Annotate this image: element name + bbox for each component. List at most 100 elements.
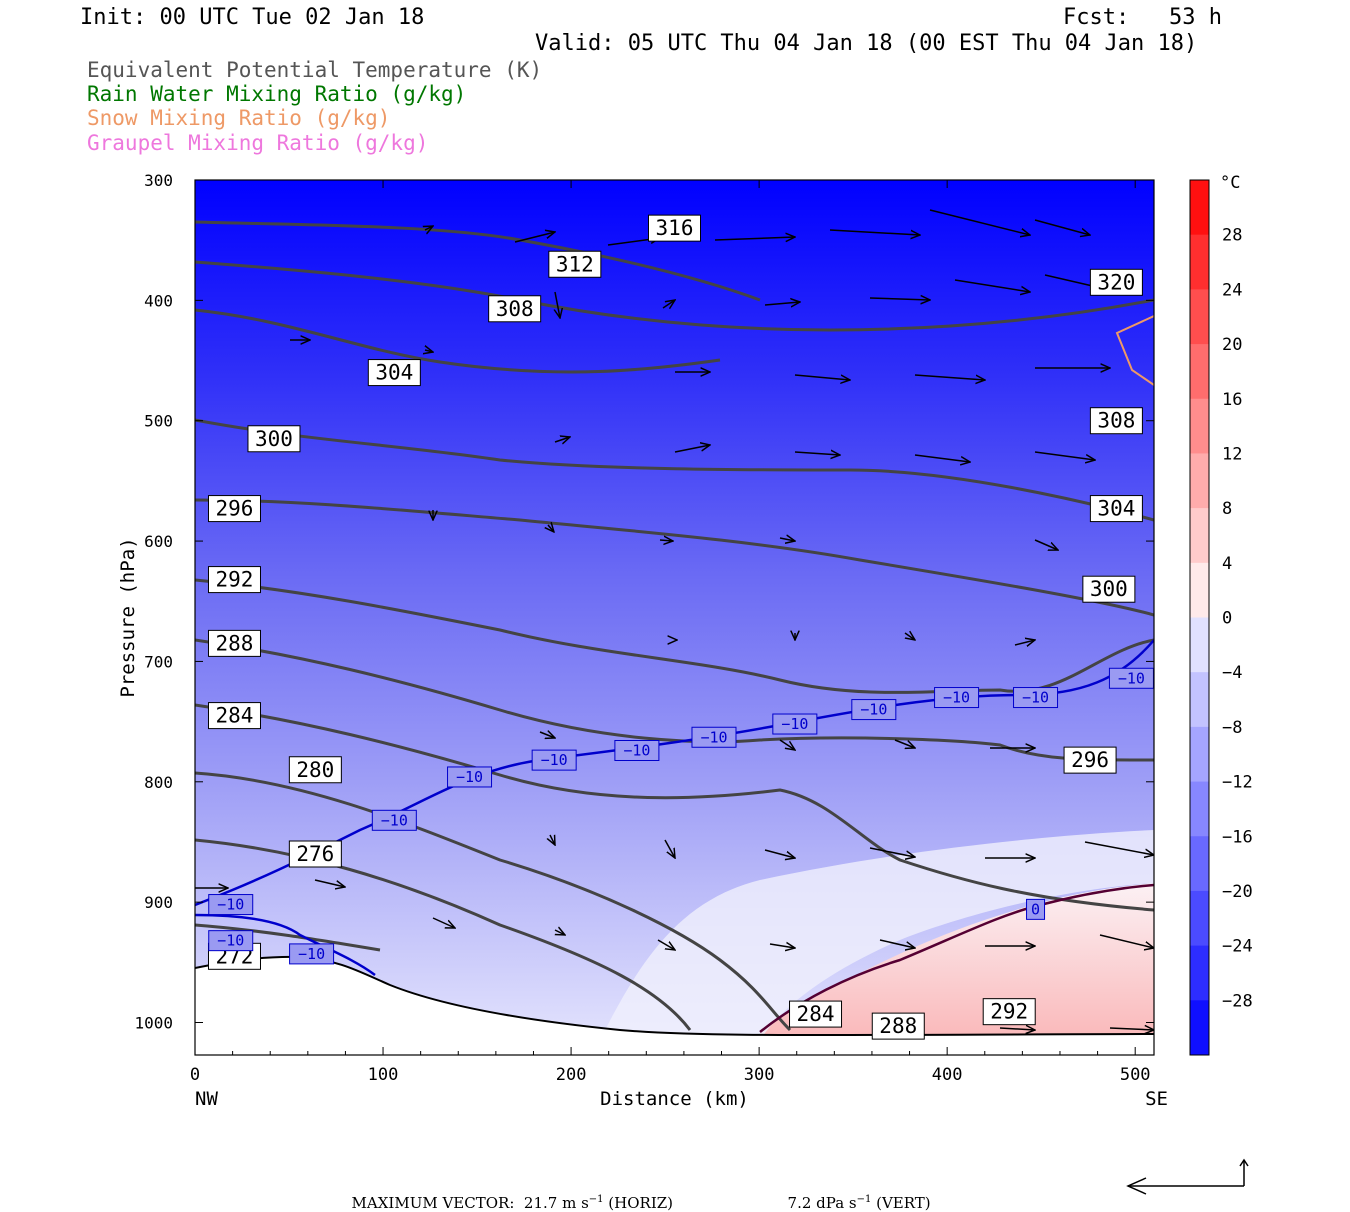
colorbar-tick-label: 16 [1222, 390, 1242, 410]
theta-e-line [195, 308, 721, 374]
wind-arrow [555, 291, 560, 318]
warm-region [760, 883, 1154, 1040]
theta-e-label: 308 [496, 297, 534, 321]
legend-rain: Rain Water Mixing Ratio (g/kg) [87, 82, 467, 106]
colorbar-tick-label: −28 [1222, 991, 1253, 1011]
theta-e-line [195, 703, 1154, 912]
theta-e-label: 300 [255, 427, 293, 451]
wind-arrow [1034, 539, 1058, 550]
x-tick-label: 300 [744, 1065, 775, 1085]
temp-label-box [1026, 898, 1046, 920]
colorbar-segment [1190, 398, 1209, 454]
colorbar-tick-label: 28 [1222, 226, 1242, 246]
theta-e-label: 292 [990, 1000, 1028, 1024]
temp-label: −10 [700, 728, 727, 746]
colorbar-segment [1190, 234, 1209, 290]
x-axis-label: Distance (km) [600, 1088, 749, 1110]
temp-label: −10 [298, 945, 325, 963]
theta-e-label: 316 [656, 216, 694, 240]
wind-arrow [894, 739, 915, 748]
max-vector-vert: 7.2 dPa s [787, 1194, 857, 1212]
theta-e-label-box [288, 756, 342, 784]
snow-contour [1115, 315, 1154, 386]
reference-vector-icon [1126, 1158, 1249, 1195]
theta-e-label: 320 [1097, 270, 1135, 294]
wind-arrow [1109, 1028, 1154, 1030]
temp-label-box [447, 766, 493, 788]
colorbar-segment [1190, 1000, 1209, 1056]
theta-e-label-box [1089, 495, 1143, 523]
temp-label: −10 [1022, 689, 1049, 707]
horiz-suffix: (HORIZ) [603, 1194, 674, 1212]
wind-arrow [514, 232, 555, 243]
colorbar-tick-label: 24 [1222, 280, 1242, 300]
theta-e-label-box [207, 629, 261, 657]
x-tick-label: 500 [1120, 1065, 1151, 1085]
theta-e-label: 284 [797, 1002, 835, 1026]
cross-section-plot: 3163123083043002962922882842802762723203… [117, 171, 1253, 1110]
colorbar-frame [1189, 179, 1210, 1056]
temp-label-box [851, 699, 897, 721]
wind-arrow [554, 437, 570, 442]
theta-e-label: 288 [879, 1014, 917, 1038]
temp-label-box [934, 687, 980, 709]
colorbar-tick-label: −24 [1222, 937, 1253, 957]
y-tick-label: 900 [144, 893, 173, 912]
theta-e-label: 304 [1097, 497, 1135, 521]
theta-e-label: 276 [296, 842, 334, 866]
x-tick-label: 100 [368, 1065, 399, 1085]
temp-label-box [208, 930, 254, 952]
colorbar-segment [1190, 672, 1209, 728]
wind-arrow [1034, 219, 1090, 235]
y-tick-label: 600 [144, 532, 173, 551]
temp-label-box [289, 943, 335, 965]
wind-arrow [550, 835, 555, 845]
wind-arrow [769, 944, 795, 948]
colorbar-segment [1190, 781, 1209, 837]
theta-e-label-box [207, 495, 261, 523]
wind-vectors [195, 209, 1154, 1030]
theta-e-label: 284 [216, 704, 254, 728]
wind-arrow [869, 847, 915, 857]
temp-label: −10 [217, 932, 244, 950]
theta-e-label-box [1082, 575, 1136, 603]
wind-arrow [1099, 934, 1154, 948]
wind-arrow [829, 229, 920, 235]
nw-label: NW [195, 1088, 218, 1110]
y-axis-label: Pressure (hPa) [117, 537, 139, 697]
wind-arrow [764, 849, 795, 858]
colorbar-segment [1190, 562, 1209, 618]
theta-e-label-box [207, 566, 261, 594]
colorbar-segment [1190, 508, 1209, 564]
theta-e-label: 312 [556, 252, 594, 276]
wind-arrow [659, 540, 673, 541]
wind-arrow [914, 454, 970, 462]
wind-arrow [879, 939, 915, 948]
max-vector-vert-note: 7.2 dPa s−1 (VERT) [778, 1176, 931, 1212]
wind-arrow [914, 374, 985, 380]
temp-label-box [772, 713, 818, 735]
theta-e-label: 296 [216, 497, 254, 521]
colorbar-segment [1190, 890, 1209, 947]
colorbar-tick-label: −20 [1222, 882, 1253, 902]
wind-arrow [764, 302, 800, 305]
wind-arrow [1014, 640, 1035, 645]
theta-e-line [195, 771, 792, 1032]
forecast-hour: Fcst: 53 h [1063, 5, 1222, 30]
plot-frame [194, 179, 1155, 1056]
wind-arrow [674, 445, 710, 453]
theta-e-label-box [488, 295, 542, 323]
colorbar-tick-label: 8 [1222, 499, 1232, 519]
temp-label: −10 [943, 689, 970, 707]
colorbar-segment [1190, 453, 1209, 509]
temp-label-box [614, 739, 660, 761]
colorbar-tick-label: 4 [1222, 554, 1232, 574]
temp-label: −10 [623, 741, 650, 759]
colorbar-segment [1190, 726, 1209, 783]
theta-e-label-box [1063, 746, 1117, 774]
y-tick-label: 400 [144, 291, 173, 310]
theta-e-line [195, 498, 1154, 617]
temp-label-box [208, 894, 254, 916]
temp-label: −10 [456, 768, 483, 786]
wind-arrow [657, 939, 675, 950]
